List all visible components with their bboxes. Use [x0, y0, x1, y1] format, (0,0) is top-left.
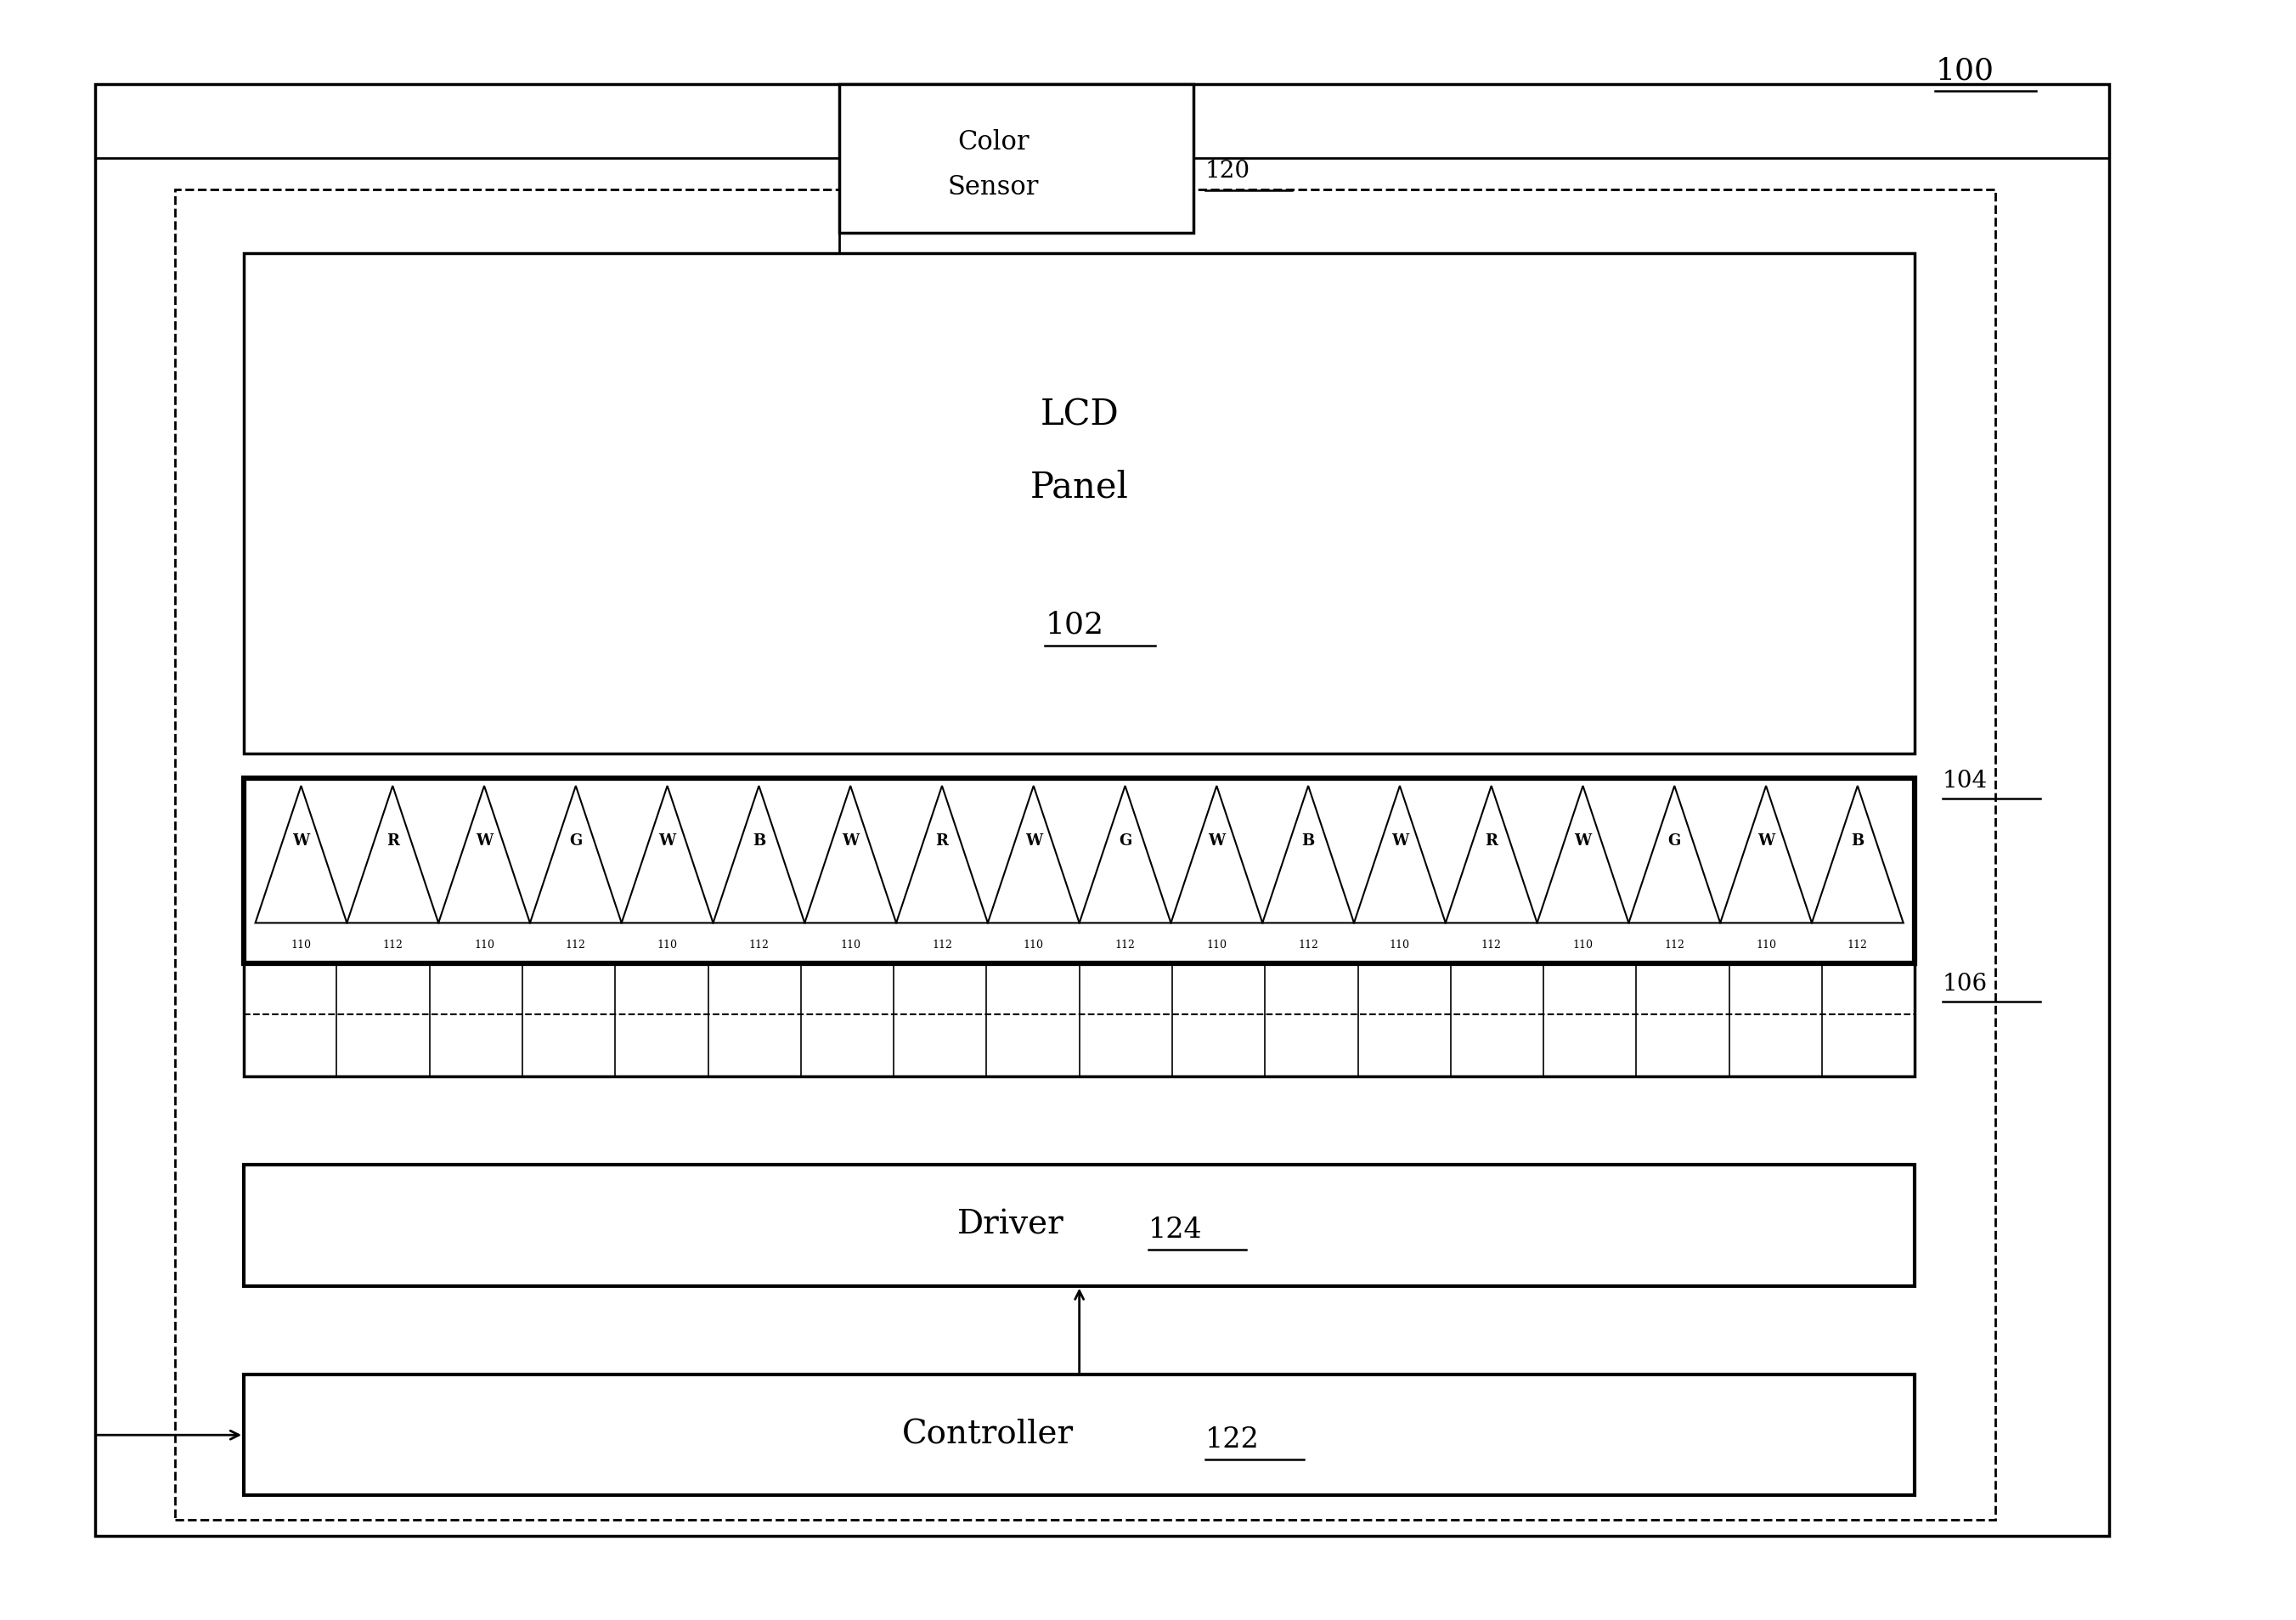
Text: 112: 112	[565, 940, 585, 951]
Text: 112: 112	[1116, 940, 1134, 951]
Text: W: W	[1024, 833, 1042, 849]
Text: 110: 110	[1389, 940, 1410, 951]
Text: B: B	[1302, 833, 1316, 849]
Text: G: G	[1118, 833, 1132, 849]
Text: 120: 120	[1205, 160, 1251, 183]
Text: 112: 112	[383, 940, 402, 951]
Text: 124: 124	[1148, 1217, 1203, 1244]
Bar	[243, 1165, 1915, 1286]
Text: 110: 110	[1756, 940, 1777, 951]
Text: 110: 110	[1024, 940, 1045, 951]
Text: 100: 100	[1936, 57, 1993, 86]
Text: 112: 112	[1848, 940, 1867, 951]
Text: 110: 110	[473, 940, 494, 951]
Text: W: W	[1575, 833, 1591, 849]
Text: G: G	[1667, 833, 1681, 849]
Text: 110: 110	[292, 940, 312, 951]
Bar	[243, 1374, 1915, 1495]
Text: R: R	[1486, 833, 1497, 849]
Bar	[94, 84, 2110, 1536]
Text: W: W	[475, 833, 494, 849]
Text: LCD: LCD	[1040, 397, 1118, 433]
Text: W: W	[292, 833, 310, 849]
Text: 102: 102	[1045, 611, 1104, 638]
Text: Driver: Driver	[957, 1210, 1063, 1241]
Text: 110: 110	[1573, 940, 1593, 951]
Text: Sensor: Sensor	[948, 175, 1040, 201]
Bar	[174, 190, 1995, 1520]
Text: Panel: Panel	[1031, 470, 1130, 505]
Text: 106: 106	[1942, 972, 1988, 996]
Text: W: W	[1756, 833, 1775, 849]
Text: 112: 112	[1665, 940, 1685, 951]
Text: 112: 112	[932, 940, 953, 951]
Text: 110: 110	[1205, 940, 1226, 951]
Text: Controller: Controller	[902, 1419, 1075, 1452]
Text: G: G	[569, 833, 583, 849]
Bar	[243, 778, 1915, 964]
Text: 110: 110	[657, 940, 677, 951]
Text: W: W	[1208, 833, 1226, 849]
Text: W: W	[843, 833, 859, 849]
Text: W: W	[1391, 833, 1407, 849]
Bar	[243, 254, 1915, 753]
Text: 122: 122	[1205, 1426, 1261, 1453]
Text: 112: 112	[1297, 940, 1318, 951]
Text: 112: 112	[748, 940, 769, 951]
Text: 104: 104	[1942, 770, 1988, 792]
Text: R: R	[937, 833, 948, 849]
Text: B: B	[753, 833, 765, 849]
Text: R: R	[386, 833, 400, 849]
Text: 112: 112	[1481, 940, 1502, 951]
Text: Color: Color	[957, 130, 1029, 156]
Text: W: W	[659, 833, 675, 849]
Text: B: B	[1851, 833, 1864, 849]
Bar	[243, 964, 1915, 1076]
Bar	[838, 84, 1194, 233]
Text: 110: 110	[840, 940, 861, 951]
